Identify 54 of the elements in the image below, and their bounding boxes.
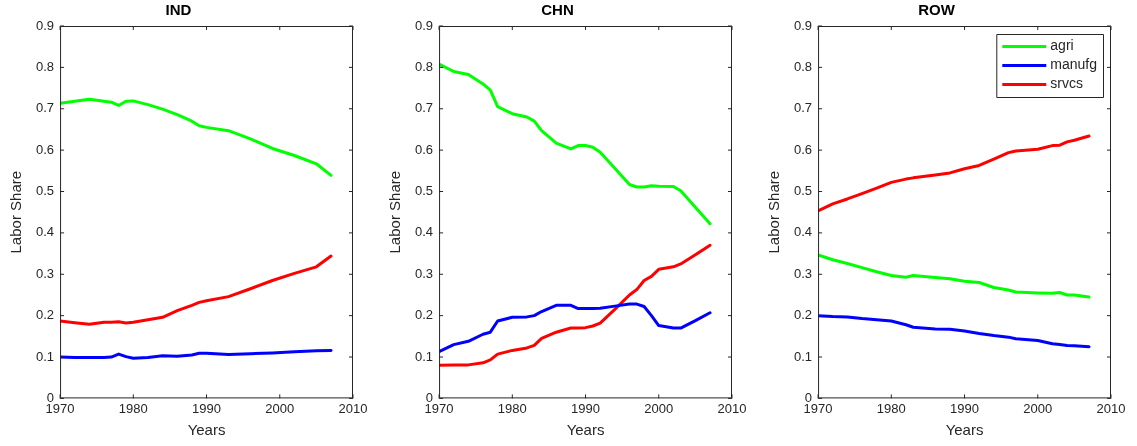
x-tick-label: 1990 <box>192 400 221 416</box>
y-tick-label: 0.4 <box>414 224 434 240</box>
y-axis-title: Labor Share <box>386 170 404 254</box>
x-tick-label: 2010 <box>338 400 368 416</box>
y-tick-label: 0 <box>804 389 813 405</box>
y-tick-label: 0.6 <box>35 141 55 157</box>
y-tick-label: 0.6 <box>793 141 813 157</box>
y-tick-label: 0.5 <box>414 183 434 199</box>
y-tick-label: 0.1 <box>35 348 55 364</box>
y-axis-title: Labor Share <box>765 170 783 254</box>
x-tick-label: 1980 <box>118 400 148 416</box>
x-tick-label: 2000 <box>1023 400 1053 416</box>
legend-label: manufg <box>1050 56 1098 73</box>
x-tick-label: 1980 <box>876 400 906 416</box>
y-tick-label: 0.2 <box>35 307 55 323</box>
chart-title: ROW <box>918 1 956 19</box>
y-tick-label: 0.7 <box>793 100 813 116</box>
legend-label: srvcs <box>1050 75 1083 92</box>
x-axis-title: Years <box>187 421 226 439</box>
x-tick-label: 2010 <box>717 400 747 416</box>
y-tick-label: 0.8 <box>35 58 55 74</box>
x-tick-label: 2000 <box>644 400 674 416</box>
y-tick-label: 0.5 <box>793 183 813 199</box>
x-tick-label: 1990 <box>950 400 979 416</box>
y-tick-label: 0 <box>425 389 434 405</box>
x-axis-title: Years <box>566 421 605 439</box>
y-tick-label: 0.5 <box>35 183 55 199</box>
legend-label: agri <box>1050 37 1074 54</box>
y-tick-label: 0.7 <box>414 100 434 116</box>
y-tick-label: 0.1 <box>793 348 813 364</box>
x-axis-title: Years <box>945 421 984 439</box>
y-tick-label: 0.3 <box>35 265 55 281</box>
y-tick-label: 0.6 <box>414 141 434 157</box>
x-tick-label: 2000 <box>265 400 295 416</box>
y-axis-title: Labor Share <box>7 170 25 254</box>
x-tick-label: 1990 <box>571 400 600 416</box>
x-tick-label: 2010 <box>1096 400 1126 416</box>
y-tick-label: 0 <box>46 389 55 405</box>
y-tick-label: 0.7 <box>35 100 55 116</box>
y-tick-label: 0.1 <box>414 348 434 364</box>
chart-title: IND <box>165 1 192 19</box>
y-tick-label: 0.9 <box>793 17 813 33</box>
y-tick-label: 0.3 <box>414 265 434 281</box>
y-tick-label: 0.9 <box>35 17 55 33</box>
y-tick-label: 0.2 <box>793 307 813 323</box>
x-tick-label: 1980 <box>497 400 527 416</box>
y-tick-label: 0.4 <box>793 224 813 240</box>
chart-title: CHN <box>541 1 574 19</box>
y-tick-label: 0.9 <box>414 17 434 33</box>
y-tick-label: 0.8 <box>414 58 434 74</box>
y-tick-label: 0.3 <box>793 265 813 281</box>
y-tick-label: 0.2 <box>414 307 434 323</box>
y-tick-label: 0.8 <box>793 58 813 74</box>
y-tick-label: 0.4 <box>35 224 55 240</box>
